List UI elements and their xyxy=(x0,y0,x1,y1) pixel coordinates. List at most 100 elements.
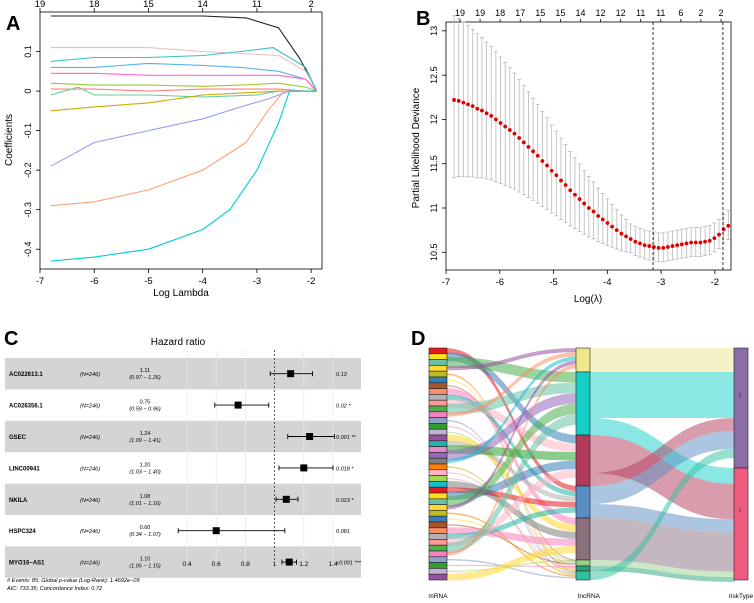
panel-c-xtick-label: 1.2 xyxy=(299,561,308,568)
panel-b-cv-point xyxy=(452,98,456,102)
panel-b-toptick-label: 2 xyxy=(718,8,723,18)
panel-a-coef-path-3 xyxy=(50,47,318,92)
panel-d-node-mrna xyxy=(428,405,448,413)
panel-c-xtick-label: 1.4 xyxy=(328,561,337,568)
panel-b-cv-point xyxy=(503,124,508,129)
panel-c-ci: (0.59 − 0.96) xyxy=(129,407,161,413)
panel-d-node-mrna xyxy=(428,417,448,424)
panel-c-hr: 1.08 xyxy=(140,494,151,500)
panel-d-node-mrna xyxy=(428,515,448,523)
panel-b-cv-point xyxy=(628,237,633,241)
panel-b-cv-point xyxy=(461,100,466,105)
panel-c-ci: (1.09 − 1.41) xyxy=(129,438,161,444)
panel-d-flow-mrna-lncrna xyxy=(446,352,580,417)
panel-a-coef-path-12 xyxy=(50,90,317,262)
panel-b-cv-point xyxy=(679,242,684,247)
panel-b-cv-point xyxy=(619,231,624,236)
panel-b-cv-point xyxy=(456,98,461,103)
panel-b-cv-point xyxy=(586,206,591,210)
panel-d-node-lncrna xyxy=(575,371,591,436)
panel-a-xtick-label: -5 xyxy=(144,276,152,287)
panel-d-risk-low-label: low xyxy=(738,507,742,512)
panel-b-cv-point xyxy=(554,173,559,178)
panel-d-risk-high-label: high xyxy=(738,392,742,398)
panel-d-flow-mrna-lncrna xyxy=(446,356,580,464)
panel-d-node-mrna xyxy=(428,446,448,453)
panel-d-node-lncrna xyxy=(575,485,591,519)
panel-d-node-mrna xyxy=(428,347,448,355)
panel-d-node-mrna xyxy=(428,353,448,360)
panel-b-cv-point xyxy=(707,238,712,243)
panel-b-cv-point xyxy=(721,227,726,232)
panel-b-toptick-label: 15 xyxy=(535,8,545,18)
panel-a-coef-path-11 xyxy=(50,90,317,207)
panel-d-axis-mrna: mRNA xyxy=(428,593,448,600)
panel-a-xtick-label: -3 xyxy=(253,276,261,287)
panel-b-cv-point xyxy=(652,245,656,249)
panel-c-ci: (0.97 − 1.26) xyxy=(129,375,161,381)
panel-a-xtick-label: -4 xyxy=(198,276,206,287)
panel-b-cv-point xyxy=(573,192,577,197)
panel-c-hr: 1.20 xyxy=(140,462,151,468)
panel-c-xtick-label: 1 xyxy=(273,561,277,568)
panel-d-flow-lncrna-risk xyxy=(590,418,735,486)
panel-a-coef-path-6 xyxy=(50,82,317,92)
panel-b-cv-point xyxy=(684,241,689,246)
panel-c-xtick-label: 0.8 xyxy=(241,561,250,568)
panel-c-n: (N=246) xyxy=(80,372,100,378)
panel-a-ytick-label: -0.4 xyxy=(23,241,33,257)
panel-d-flow-mrna-lncrna xyxy=(446,364,580,556)
panel-c-pvalue: <0.001 *** xyxy=(336,561,362,567)
panel-b-cv-point xyxy=(698,240,703,245)
panel-d-node-mrna xyxy=(428,521,448,529)
panel-a-toptick-label: 18 xyxy=(89,0,100,10)
panel-a-xtick-label: -6 xyxy=(90,276,98,287)
panel-d-sankey: mRNA lncRNA riskType high low xyxy=(428,347,753,600)
panel-c-footnote-aic: AIC: 733.35; Concordance Index: 0.72 xyxy=(6,586,103,592)
panel-b-cv-point xyxy=(475,106,480,111)
panel-b-cv-point xyxy=(591,209,596,214)
panel-c-xtick-label: 0.6 xyxy=(212,561,221,568)
panel-b-xtick-label: -5 xyxy=(549,277,557,288)
panel-c-footnote-events: # Events: 85; Global p-value (Log-Rank):… xyxy=(7,578,140,584)
panel-d-node-lncrna xyxy=(575,570,591,581)
panel-d-node-lncrna xyxy=(575,517,591,561)
panel-a-ylabel: Coefficients xyxy=(4,114,15,166)
panel-b-cv-point xyxy=(642,243,647,248)
panel-a-coef-path-2 xyxy=(50,47,318,92)
panel-c-pvalue: 0.023 * xyxy=(336,498,354,504)
panel-d-flow-mrna-lncrna xyxy=(446,546,580,581)
panel-b-xtick-label: -2 xyxy=(711,277,719,288)
panel-d-node-lncrna xyxy=(575,565,591,572)
panel-b-ytick-label: 12.5 xyxy=(429,66,439,84)
panel-a-ytick-label: -0.3 xyxy=(23,202,33,218)
panel-c-ci: (1.01 − 1.16) xyxy=(129,501,161,507)
panel-b-ytick-label: 10.5 xyxy=(429,244,439,262)
panel-d-flow-mrna-lncrna xyxy=(446,441,580,502)
panel-b-cv-point xyxy=(600,217,605,222)
panel-c-hr: 1.10 xyxy=(140,557,151,563)
panel-b-cv-point xyxy=(703,239,707,244)
panel-d-node-mrna xyxy=(428,452,448,459)
panel-a-ytick-label: -0.1 xyxy=(23,123,33,139)
panel-b-xtick-label: -3 xyxy=(657,277,665,288)
panel-b-ytick-label: 12 xyxy=(429,114,439,124)
panel-d-node-mrna xyxy=(428,399,448,407)
panel-d-node-lncrna xyxy=(575,347,591,373)
panel-d-node-lncrna xyxy=(575,434,591,487)
panel-a-xtick-label: -7 xyxy=(36,276,44,287)
panel-b-frame xyxy=(445,21,732,271)
panel-d-node-mrna xyxy=(428,376,448,384)
panel-b-cv-point xyxy=(512,131,517,136)
panel-d-flow-lncrna-risk xyxy=(590,372,735,418)
panel-d-node-mrna xyxy=(428,440,448,447)
panel-b-toptick-label: 6 xyxy=(678,8,683,18)
panel-d-flow-mrna-lncrna xyxy=(446,348,580,371)
panel-b-cv-deviance: -7 -6 -5 -4 -3 -2 10.5 11 11.5 12 12.5 13 19 19 18 17… xyxy=(411,8,732,305)
panel-c-variable-name: LINC00941 xyxy=(9,466,40,472)
panel-c-variable-name: AC022613.1 xyxy=(9,372,43,378)
panel-c-hr: 1.24 xyxy=(140,431,151,437)
panel-c-ci: (0.34 − 1.07) xyxy=(129,532,161,538)
panel-b-cv-point xyxy=(717,232,721,237)
panel-d-node-mrna xyxy=(428,359,448,366)
